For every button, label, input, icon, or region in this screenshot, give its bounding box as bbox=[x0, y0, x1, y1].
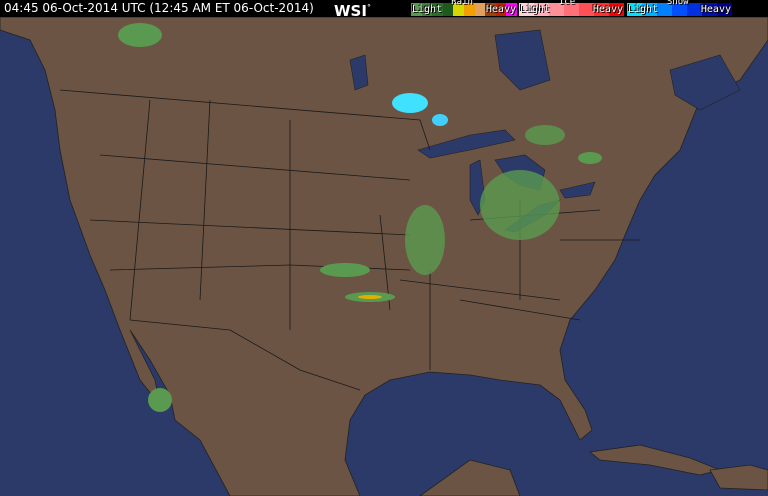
legend-swatch bbox=[474, 3, 486, 16]
legend-swatch bbox=[579, 3, 594, 16]
legend-snow: Light Heavy Snow bbox=[627, 0, 732, 16]
legend-swatch bbox=[421, 3, 433, 16]
rain-echo bbox=[118, 23, 162, 47]
rain-echo bbox=[480, 170, 560, 240]
legend-swatch bbox=[549, 3, 564, 16]
rain-echo bbox=[578, 152, 602, 164]
lake-winnipeg bbox=[349, 54, 369, 91]
snow-echo bbox=[432, 114, 448, 126]
legend-swatch bbox=[717, 3, 732, 16]
land-hispaniola bbox=[709, 464, 768, 491]
legend-swatch bbox=[564, 3, 579, 16]
land-cuba bbox=[589, 444, 722, 476]
land-yucatan bbox=[419, 459, 521, 496]
legend-heavy-label: Heavy bbox=[485, 4, 516, 15]
timestamp: 04:45 06-Oct-2014 UTC (12:45 AM ET 06-Oc… bbox=[4, 1, 314, 15]
legend-title: Ice bbox=[558, 0, 576, 7]
legend-swatch bbox=[506, 3, 517, 16]
legend-swatch bbox=[519, 3, 534, 16]
map-canvas[interactable] bbox=[0, 17, 768, 496]
legend-swatch bbox=[672, 3, 687, 16]
legend-swatch bbox=[609, 3, 624, 16]
rain-echo-moderate bbox=[358, 295, 382, 299]
legend-swatch bbox=[495, 3, 507, 16]
rain-echo bbox=[525, 125, 565, 145]
rain-echo bbox=[148, 388, 172, 412]
precipitation-echoes bbox=[118, 23, 602, 412]
legend-rain: Light Heavy Rain bbox=[411, 0, 517, 16]
snow-echo bbox=[392, 93, 428, 113]
legend-swatch bbox=[442, 3, 454, 16]
legend-swatch bbox=[657, 3, 672, 16]
legend-swatch bbox=[432, 3, 443, 16]
legend-light-label: Light bbox=[628, 4, 659, 15]
wsi-logo: WSI° bbox=[334, 2, 371, 20]
legend-swatch bbox=[627, 3, 642, 16]
legend-swatch bbox=[702, 3, 717, 16]
gulf-of-st-lawrence bbox=[669, 54, 741, 111]
legend-swatch bbox=[453, 3, 464, 16]
legend-title: Rain bbox=[451, 0, 473, 7]
legend-heavy-label: Heavy bbox=[592, 4, 623, 15]
lake-superior bbox=[417, 129, 516, 159]
legend-light-label: Light bbox=[412, 4, 443, 15]
lake-ontario bbox=[559, 181, 596, 199]
rain-echo bbox=[405, 205, 445, 275]
rain-echo bbox=[320, 263, 370, 277]
legend-light-label: Light bbox=[520, 4, 551, 15]
legend-ice: Light Heavy Ice bbox=[519, 0, 624, 16]
hudson-bay bbox=[494, 29, 551, 91]
legend-swatch bbox=[594, 3, 609, 16]
legend-swatch bbox=[642, 3, 657, 16]
legend-swatch bbox=[687, 3, 702, 16]
legend-swatch bbox=[411, 3, 422, 16]
legend-swatch bbox=[485, 3, 496, 16]
legend-title: Snow bbox=[666, 0, 689, 7]
legend-heavy-label: Heavy bbox=[700, 4, 731, 15]
header-bar: 04:45 06-Oct-2014 UTC (12:45 AM ET 06-Oc… bbox=[0, 0, 768, 20]
state-borders bbox=[59, 89, 640, 391]
legend-swatch bbox=[534, 3, 549, 16]
legend-swatch bbox=[463, 3, 475, 16]
